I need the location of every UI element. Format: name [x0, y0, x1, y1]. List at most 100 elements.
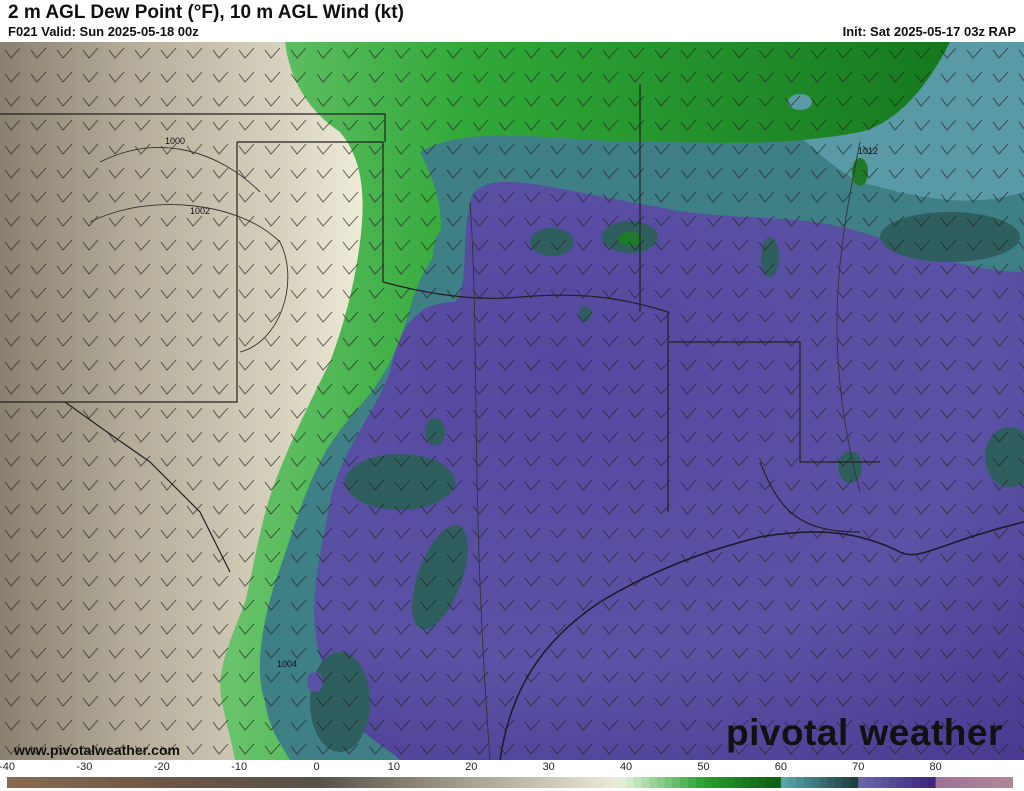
colorbar-segment: [726, 777, 735, 788]
colorbar-tick-label: 0: [313, 761, 320, 773]
colorbar-segment: [84, 777, 93, 788]
colorbar-segment: [881, 777, 890, 788]
state-borders: [0, 84, 880, 573]
colorbar-segment: [7, 777, 16, 788]
pivotal-weather-logo: pivotal weather: [726, 712, 1003, 753]
colorbar-segment: [215, 777, 225, 788]
isobar-label: 1004: [277, 659, 297, 669]
colorbar-segment: [355, 777, 364, 788]
colorbar-segment: [463, 777, 472, 788]
colorbar-segment: [169, 777, 178, 788]
colorbar-segment: [540, 777, 550, 788]
colorbar-segment: [672, 777, 681, 788]
colorbar-segment: [858, 777, 867, 788]
colorbar-segment: [610, 777, 619, 788]
colorbar-segment: [657, 777, 666, 788]
colorbar-segment: [99, 777, 109, 788]
colorbar-segment: [502, 777, 511, 788]
init-time: Init: Sat 2025-05-17 03z RAP: [842, 24, 1016, 39]
colorbar-segment: [865, 777, 875, 788]
colorbar-segment: [479, 777, 488, 788]
colorbar-segment: [22, 777, 31, 788]
colorbar-segment: [525, 777, 534, 788]
colorbar-tick-label: -10: [231, 761, 248, 773]
colorbar-segment: [37, 777, 47, 788]
colorbar-tick-labels: -40 -30 -20 -10 0 10 20 30 40 50 60 70 80: [0, 761, 1024, 775]
colorbar-segment: [742, 777, 751, 788]
colorbar-segment: [920, 777, 929, 788]
colorbar-segment: [951, 777, 960, 788]
colorbar-segment: [912, 777, 921, 788]
map-title: 2 m AGL Dew Point (°F), 10 m AGL Wind (k…: [8, 2, 404, 23]
colorbar-segment: [548, 777, 557, 788]
colorbar-tick-label: 70: [852, 761, 865, 773]
colorbar-segment: [533, 777, 542, 788]
colorbar-segment: [842, 777, 851, 788]
colorbar-segment: [401, 777, 410, 788]
colorbar-segment: [626, 777, 635, 788]
colorbar-segment: [76, 777, 85, 788]
colorbar-segment: [455, 777, 465, 788]
colorbar-segment: [301, 777, 310, 788]
colorbar-segment: [184, 777, 194, 788]
colorbar-segment: [873, 777, 882, 788]
colorbar-tick-label: 50: [697, 761, 710, 773]
colorbar-segment: [989, 777, 999, 788]
colorbar-segment: [223, 777, 232, 788]
colorbar-segment: [835, 777, 844, 788]
colorbar-segment: [780, 777, 790, 788]
colorbar-segment: [718, 777, 728, 788]
colorbar-segment: [115, 777, 124, 788]
colorbar-segment: [254, 777, 263, 788]
colorbar-segment: [200, 777, 209, 788]
colorbar-segment: [734, 777, 743, 788]
colorbar-segment: [370, 777, 379, 788]
colorbar-segment: [417, 777, 426, 788]
colorbar-segment: [680, 777, 689, 788]
colorbar-segment: [486, 777, 496, 788]
colorbar-segment: [45, 777, 54, 788]
colorbar-segment: [293, 777, 302, 788]
coastline: [499, 521, 1024, 760]
colorbar-segment: [68, 777, 78, 788]
dew-point-map[interactable]: 1000 1002 1004 1012: [0, 42, 1024, 760]
colorbar-segment: [602, 777, 612, 788]
colorbar-segment: [641, 777, 650, 788]
colorbar-tick-label: -20: [153, 761, 170, 773]
isobars: [89, 141, 861, 760]
colorbar-segment: [393, 777, 403, 788]
isobar-label: 1002: [190, 206, 210, 216]
colorbar-segment: [123, 777, 132, 788]
colorbar-segment: [765, 777, 774, 788]
colorbar-segment: [324, 777, 333, 788]
colorbar-segment: [277, 777, 287, 788]
colorbar-segment: [161, 777, 171, 788]
colorbar-segment: [517, 777, 526, 788]
colorbar-segment: [262, 777, 271, 788]
colorbar-segment: [595, 777, 604, 788]
colorbar-segment: [943, 777, 952, 788]
colorbar-segment: [362, 777, 372, 788]
colorbar-segment: [130, 777, 140, 788]
colorbar-segment: [138, 777, 147, 788]
colorbar-segment: [827, 777, 836, 788]
colorbar-segment: [192, 777, 201, 788]
colorbar-segment: [564, 777, 573, 788]
colorbar-segment: [649, 777, 658, 788]
colorbar-segment: [811, 777, 821, 788]
colorbar-segment: [231, 777, 240, 788]
colorbar-segment: [796, 777, 805, 788]
colorbar-segment: [285, 777, 294, 788]
colorbar-segment: [664, 777, 674, 788]
colorbar-segment: [246, 777, 256, 788]
colorbar-segment: [308, 777, 318, 788]
colorbar-segment: [386, 777, 395, 788]
colorbar-segment: [270, 777, 279, 788]
colorbar-segment: [788, 777, 797, 788]
colorbar-segment: [107, 777, 116, 788]
colorbar-tick-label: 30: [542, 761, 555, 773]
colorbar-segment: [14, 777, 23, 788]
isobar-label: 1000: [165, 136, 185, 146]
colorbar-segment: [239, 777, 248, 788]
colorbar-segment: [448, 777, 457, 788]
